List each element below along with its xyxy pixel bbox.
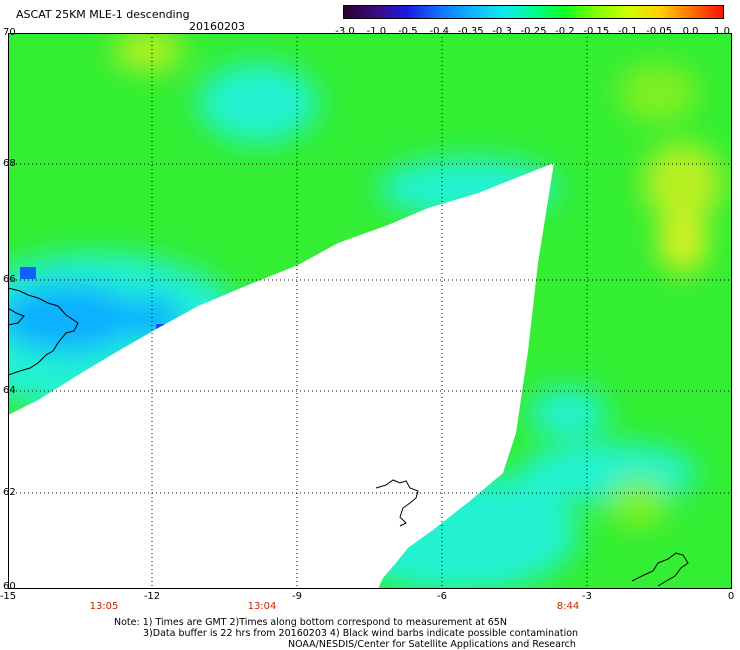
- colorbar-tick-label: -0.4: [429, 26, 450, 37]
- time-label-2: 13:04: [247, 601, 277, 612]
- colorbar: [343, 5, 724, 19]
- lon-label-0: 0: [727, 591, 735, 602]
- lon-label-minus3: -3: [582, 591, 592, 602]
- map-title: ASCAT 25KM MLE-1 descending: [16, 8, 190, 21]
- map-panel: [8, 33, 732, 589]
- graticule: [8, 33, 732, 589]
- colorbar-tick-label: -0.2: [555, 26, 575, 37]
- note-line-3: NOAA/NESDIS/Center for Satellite Applica…: [288, 639, 576, 650]
- colorbar-tick-label: -0.25: [520, 26, 547, 37]
- lon-label-minus9: -9: [292, 591, 302, 602]
- colorbar-tick-label: -0.35: [457, 26, 484, 37]
- lon-label-minus15: -15: [0, 591, 17, 602]
- lon-label-minus6: -6: [437, 591, 447, 602]
- colorbar-tick-label: -0.05: [646, 26, 673, 37]
- lat-label-64: 64: [3, 385, 16, 396]
- time-label-3: 8:44: [556, 601, 580, 612]
- time-label-1: 13:05: [89, 601, 119, 612]
- map-date: 20160203: [189, 20, 245, 33]
- lat-label-62: 62: [3, 487, 16, 498]
- note-line-1: Note: 1) Times are GMT 2)Times along bot…: [114, 617, 507, 628]
- colorbar-tick-label: -0.1: [617, 26, 638, 37]
- colorbar-tick-label: 0.0: [682, 26, 699, 37]
- colorbar-tick-label: -0.3: [492, 26, 512, 37]
- note-line-2: 3)Data buffer is 22 hrs from 20160203 4)…: [143, 628, 579, 639]
- lat-label-68: 68: [3, 158, 16, 169]
- lat-label-70: 70: [3, 27, 16, 38]
- map-frame: [8, 33, 732, 589]
- colorbar-tick-label: 1.0: [714, 26, 730, 37]
- lat-label-60: 60: [3, 581, 16, 592]
- colorbar-tick-label: -0.15: [583, 26, 610, 37]
- wind-field: [8, 33, 732, 589]
- coastlines: [8, 287, 689, 587]
- lat-label-66: 66: [3, 274, 16, 285]
- lon-label-minus12: -12: [143, 591, 161, 602]
- colorbar-tick-label: -1.0: [366, 26, 387, 37]
- colorbar-tick-label: -0.5: [398, 26, 418, 37]
- colorbar-tick-label: -3.0: [335, 26, 355, 37]
